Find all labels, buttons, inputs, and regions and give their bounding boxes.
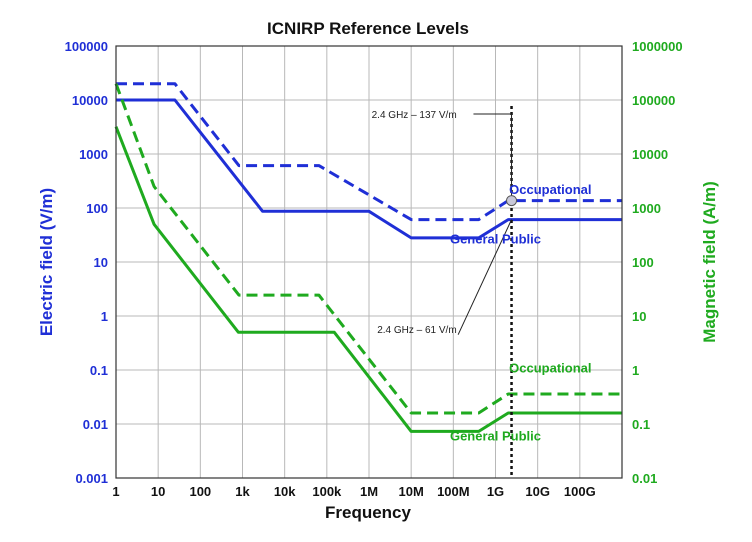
plot-frame xyxy=(115,45,623,479)
y-left-tick-label: 100 xyxy=(86,201,108,216)
series-line-e_occ xyxy=(116,82,622,222)
y-right-tick-label: 100 xyxy=(632,255,654,270)
y-left-tick-label: 1000 xyxy=(79,147,108,162)
x-tick-label: 10G xyxy=(525,484,550,499)
annotation-leader xyxy=(473,113,513,201)
y-right-tick-label: 1000 xyxy=(632,201,661,216)
y-left-tick-label: 0.01 xyxy=(83,417,108,432)
y-right-tick-label: 1000000 xyxy=(632,39,683,54)
annotation-group: 2.4 GHz – 137 V/m 2.4 GHz – 61 V/m Occupat… xyxy=(372,106,592,478)
y-axis-left-label: Electric field (V/m) xyxy=(37,188,56,336)
y-right-tick-label: 10000 xyxy=(632,147,668,162)
annotation-label: 2.4 GHz – 61 V/m xyxy=(377,325,456,336)
series-group xyxy=(114,82,622,433)
tick-labels: 1 10 100 1k 10k 100k 1M 10M 100M 1G 10G 100G 0.001 0.… xyxy=(65,39,683,499)
annotation-label: 2.4 GHz – 137 V/m xyxy=(372,110,457,121)
x-tick-label: 1k xyxy=(235,484,250,499)
series-line-h_pub xyxy=(114,126,622,433)
y-right-tick-label: 10 xyxy=(632,309,646,324)
annotation-marker xyxy=(506,195,518,207)
y-left-tick-label: 1 xyxy=(101,309,108,324)
y-axis-right-label: Magnetic field (A/m) xyxy=(700,181,719,343)
x-tick-label: 1 xyxy=(112,484,119,499)
x-tick-label: 100M xyxy=(437,484,470,499)
series-label: General Public xyxy=(450,232,541,247)
series-label: Occupational xyxy=(509,182,591,197)
x-axis-label: Frequency xyxy=(325,503,412,522)
x-tick-label: 10 xyxy=(151,484,165,499)
x-tick-label: 100G xyxy=(564,484,596,499)
y-left-tick-label: 10 xyxy=(94,255,108,270)
y-left-tick-label: 0.1 xyxy=(90,363,108,378)
y-right-tick-label: 1 xyxy=(632,363,639,378)
y-right-tick-label: 100000 xyxy=(632,93,675,108)
x-tick-label: 1M xyxy=(360,484,378,499)
chart-title: ICNIRP Reference Levels xyxy=(267,19,469,38)
y-left-tick-label: 0.001 xyxy=(75,471,108,486)
y-left-tick-label: 100000 xyxy=(65,39,108,54)
y-right-tick-label: 0.01 xyxy=(632,471,657,486)
annotation-leader xyxy=(457,219,512,335)
y-left-tick-label: 10000 xyxy=(72,93,108,108)
x-tick-label: 10k xyxy=(274,484,296,499)
y-right-tick-label: 0.1 xyxy=(632,417,650,432)
series-label: General Public xyxy=(450,428,541,443)
x-tick-label: 100k xyxy=(312,484,342,499)
x-tick-label: 10M xyxy=(399,484,424,499)
x-tick-label: 100 xyxy=(189,484,211,499)
series-label: Occupational xyxy=(509,360,591,375)
series-line-e_pub xyxy=(116,98,622,240)
x-tick-label: 1G xyxy=(487,484,504,499)
